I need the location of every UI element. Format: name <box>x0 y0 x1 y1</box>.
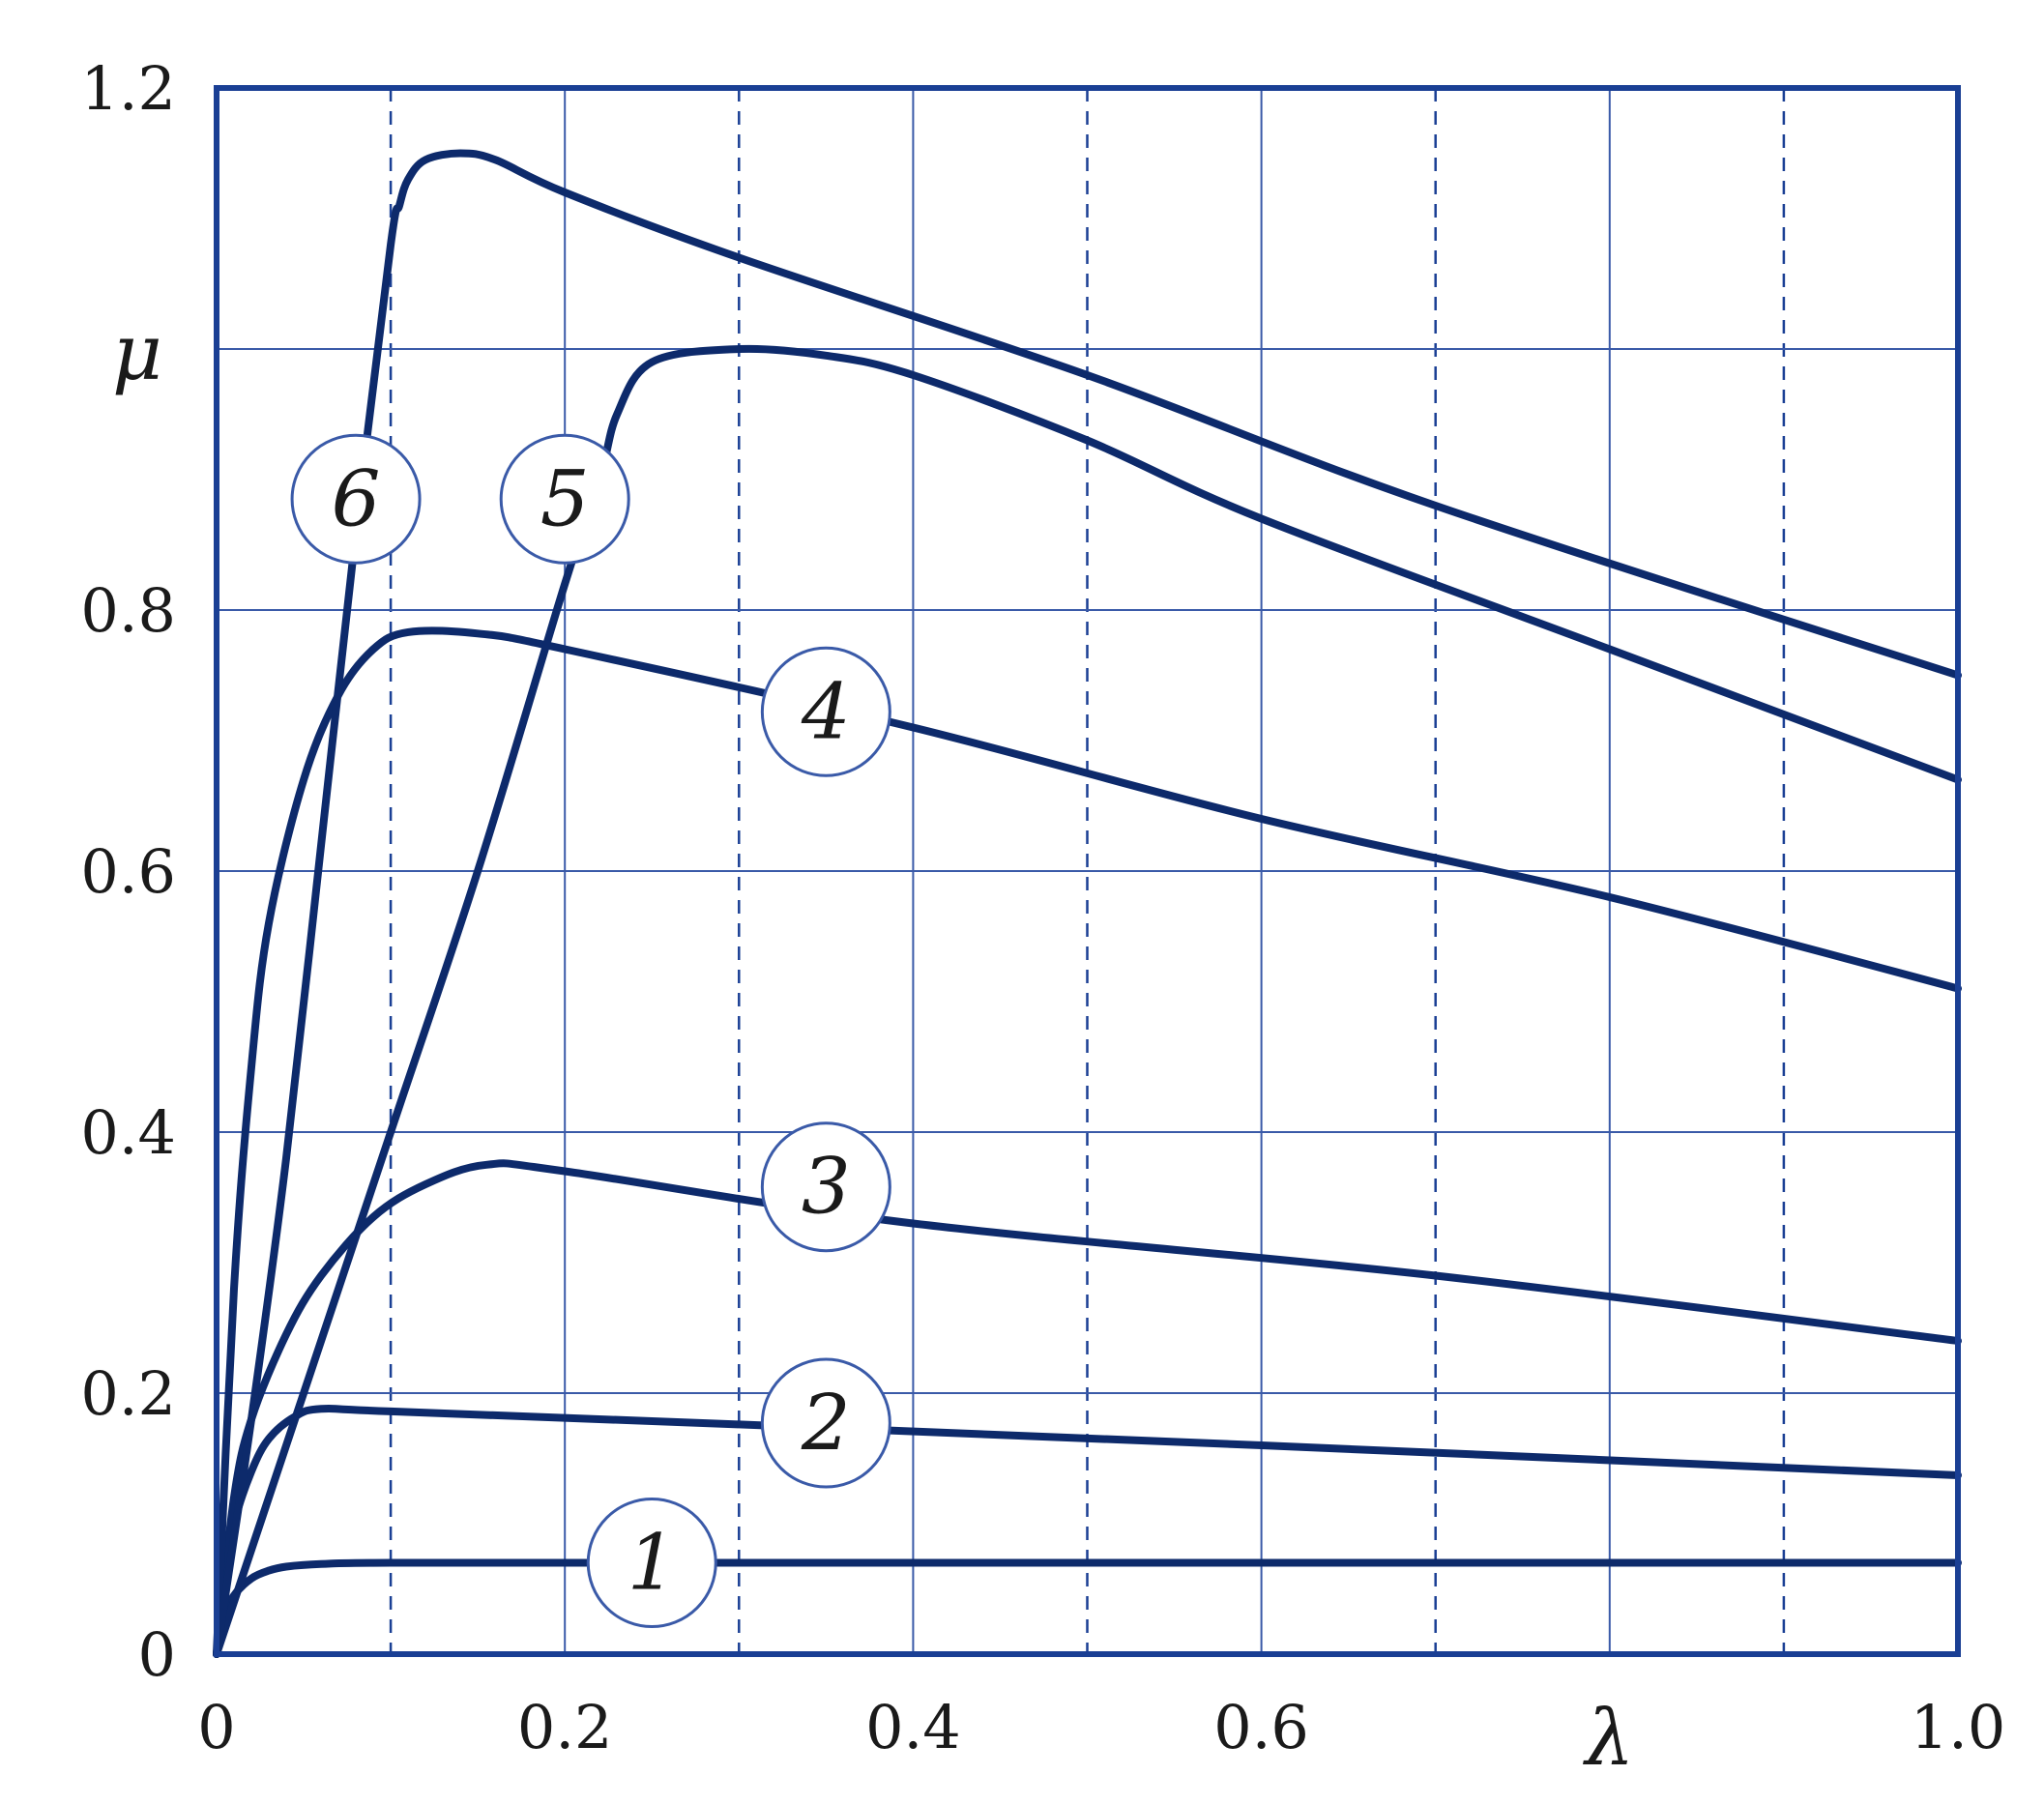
x-tick-label: 0 <box>197 1692 235 1762</box>
curves <box>213 149 1962 1658</box>
curve-label-circle <box>499 433 630 565</box>
curve-label-circle <box>760 1357 891 1489</box>
plot-frame <box>214 85 1961 1657</box>
y-tick-label: 0 <box>138 1619 176 1690</box>
curve-label-5: 5 <box>499 433 630 565</box>
curve-label-circle <box>760 646 891 777</box>
x-tick-label: 0.6 <box>1213 1692 1309 1762</box>
series-line-4 <box>213 626 1962 1658</box>
series-line-5 <box>213 344 1962 1658</box>
grid <box>217 88 1958 1654</box>
y-tick-label: 0.8 <box>80 575 176 646</box>
curve-label-circle <box>290 433 422 565</box>
x-tick-label: 1.0 <box>1911 1692 2006 1762</box>
tick-labels: 0 0.2 0.4 0.6 1.0 0 0.2 0.4 0.6 0.8 1.2 <box>80 53 2005 1762</box>
curve-label-2: 2 <box>760 1357 891 1489</box>
curve-label-text: 5 <box>540 453 590 543</box>
curve-labels: 1 2 3 4 5 6 <box>290 433 891 1628</box>
curve-label-text: 1 <box>628 1518 677 1608</box>
curve-label-circle <box>760 1121 891 1253</box>
y-axis-label: μ <box>112 307 162 397</box>
curve-label-text: 3 <box>802 1142 851 1232</box>
y-tick-label: 0.2 <box>80 1358 176 1429</box>
y-tick-label: 1.2 <box>80 53 176 124</box>
series-line-6 <box>213 149 1962 1658</box>
curve-label-3: 3 <box>760 1121 891 1253</box>
curve-label-text: 2 <box>801 1378 851 1468</box>
curve-label-text: 6 <box>332 453 381 543</box>
x-tick-label: 0.2 <box>517 1692 613 1762</box>
x-tick-label: 0.4 <box>865 1692 961 1762</box>
curve-label-text: 4 <box>801 666 851 756</box>
x-axis-label: λ <box>1583 1693 1635 1783</box>
curve-label-6: 6 <box>290 433 422 565</box>
y-tick-label: 0.4 <box>80 1097 176 1168</box>
curve-label-4: 4 <box>760 646 891 777</box>
y-tick-label: 0.6 <box>80 836 176 907</box>
curve-label-1: 1 <box>586 1498 717 1628</box>
curve-label-circle <box>586 1498 717 1628</box>
